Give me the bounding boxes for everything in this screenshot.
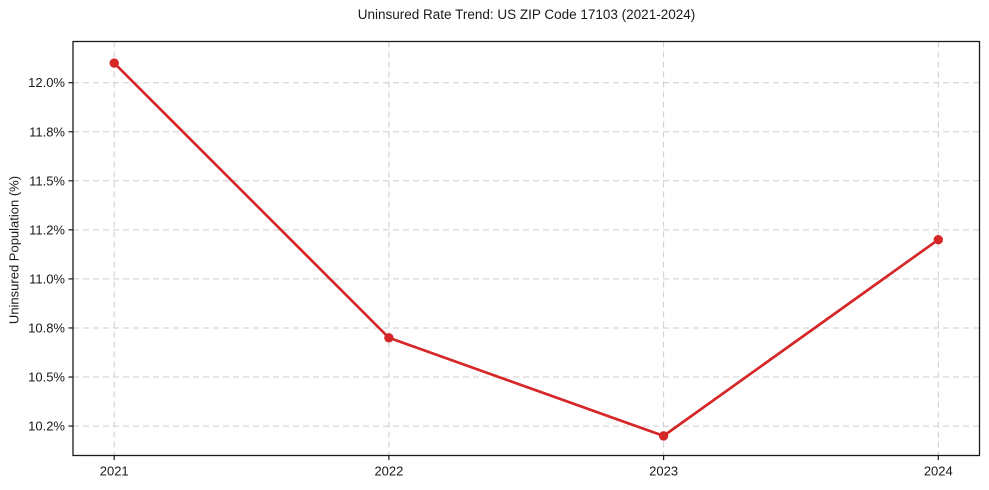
y-tick-label: 11.8% xyxy=(29,124,65,139)
x-tick-label: 2022 xyxy=(374,464,403,479)
y-tick-label: 11.5% xyxy=(29,173,65,188)
data-point-2021 xyxy=(109,58,119,68)
data-point-2024 xyxy=(933,234,943,245)
y-tick-label: 10.2% xyxy=(28,419,65,434)
y-tick-label: 11.0% xyxy=(29,271,65,286)
chart-title: Uninsured Rate Trend: US ZIP Code 17103 … xyxy=(357,7,696,22)
data-point-2023 xyxy=(658,431,669,441)
y-tick-label: 10.5% xyxy=(28,370,65,385)
plot-frame xyxy=(72,40,981,457)
x-tick-label: 2021 xyxy=(100,464,129,479)
x-tick-label: 2024 xyxy=(924,464,953,479)
data-point-2022 xyxy=(384,333,394,343)
x-tick-label: 2023 xyxy=(649,464,678,479)
y-tick-label: 11.2% xyxy=(29,222,65,237)
y-tick-label: 10.8% xyxy=(28,320,65,335)
trend-line xyxy=(112,61,940,438)
y-tick-label: 12.0% xyxy=(28,75,65,90)
